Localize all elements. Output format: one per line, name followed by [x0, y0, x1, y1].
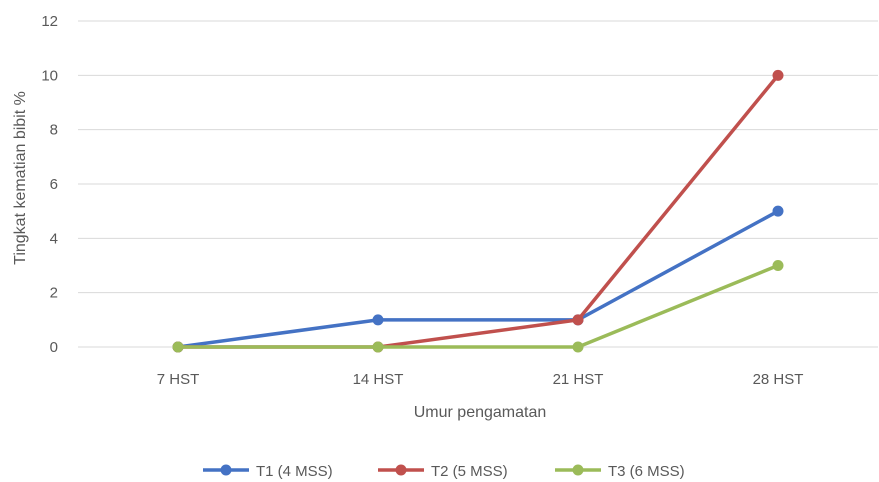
legend-item: T1 (4 MSS): [203, 463, 333, 480]
legend-item: T3 (6 MSS): [555, 463, 685, 480]
legend-item: T2 (5 MSS): [378, 463, 508, 480]
series-2: [172, 69, 784, 353]
legend: T1 (4 MSS) T2 (5 MSS) T3 (6 MSS): [203, 463, 685, 480]
x-tick-label: 7 HST: [157, 371, 200, 388]
x-axis-ticks: 7 HST 14 HST 21 HST 28 HST: [157, 371, 804, 388]
series-1: [172, 205, 784, 353]
legend-label: T2 (5 MSS): [431, 463, 508, 480]
legend-swatch-marker: [395, 464, 407, 476]
gridlines: [78, 20, 878, 348]
data-point: [372, 341, 384, 353]
legend-label: T1 (4 MSS): [256, 463, 333, 480]
data-point: [772, 69, 784, 81]
legend-label: T3 (6 MSS): [608, 463, 685, 480]
y-tick-label: 8: [50, 122, 58, 139]
x-axis-title: Umur pengamatan: [414, 404, 547, 421]
x-tick-label: 28 HST: [753, 371, 804, 388]
x-tick-label: 21 HST: [553, 371, 604, 388]
series-3: [172, 260, 784, 353]
legend-swatch-marker: [572, 464, 584, 476]
y-tick-label: 12: [41, 13, 58, 30]
data-point: [772, 260, 784, 271]
y-tick-label: 0: [50, 339, 58, 356]
data-point: [772, 205, 784, 217]
data-point: [372, 314, 384, 326]
legend-swatch-marker: [220, 464, 232, 476]
y-tick-label: 4: [50, 230, 58, 247]
data-point: [572, 314, 584, 326]
y-axis-title: Tingkat kematian bibit %: [12, 91, 29, 265]
data-point: [172, 341, 184, 353]
series-line: [176, 263, 780, 349]
y-tick-label: 10: [41, 67, 58, 84]
y-axis-ticks: 0 2 4 6 8 10 12: [41, 13, 58, 356]
y-tick-label: 2: [50, 285, 58, 302]
series-line: [176, 73, 780, 349]
data-point: [572, 341, 584, 353]
series-line: [176, 209, 780, 349]
y-tick-label: 6: [50, 176, 58, 193]
series-group: [172, 69, 784, 353]
x-tick-label: 14 HST: [353, 371, 404, 388]
